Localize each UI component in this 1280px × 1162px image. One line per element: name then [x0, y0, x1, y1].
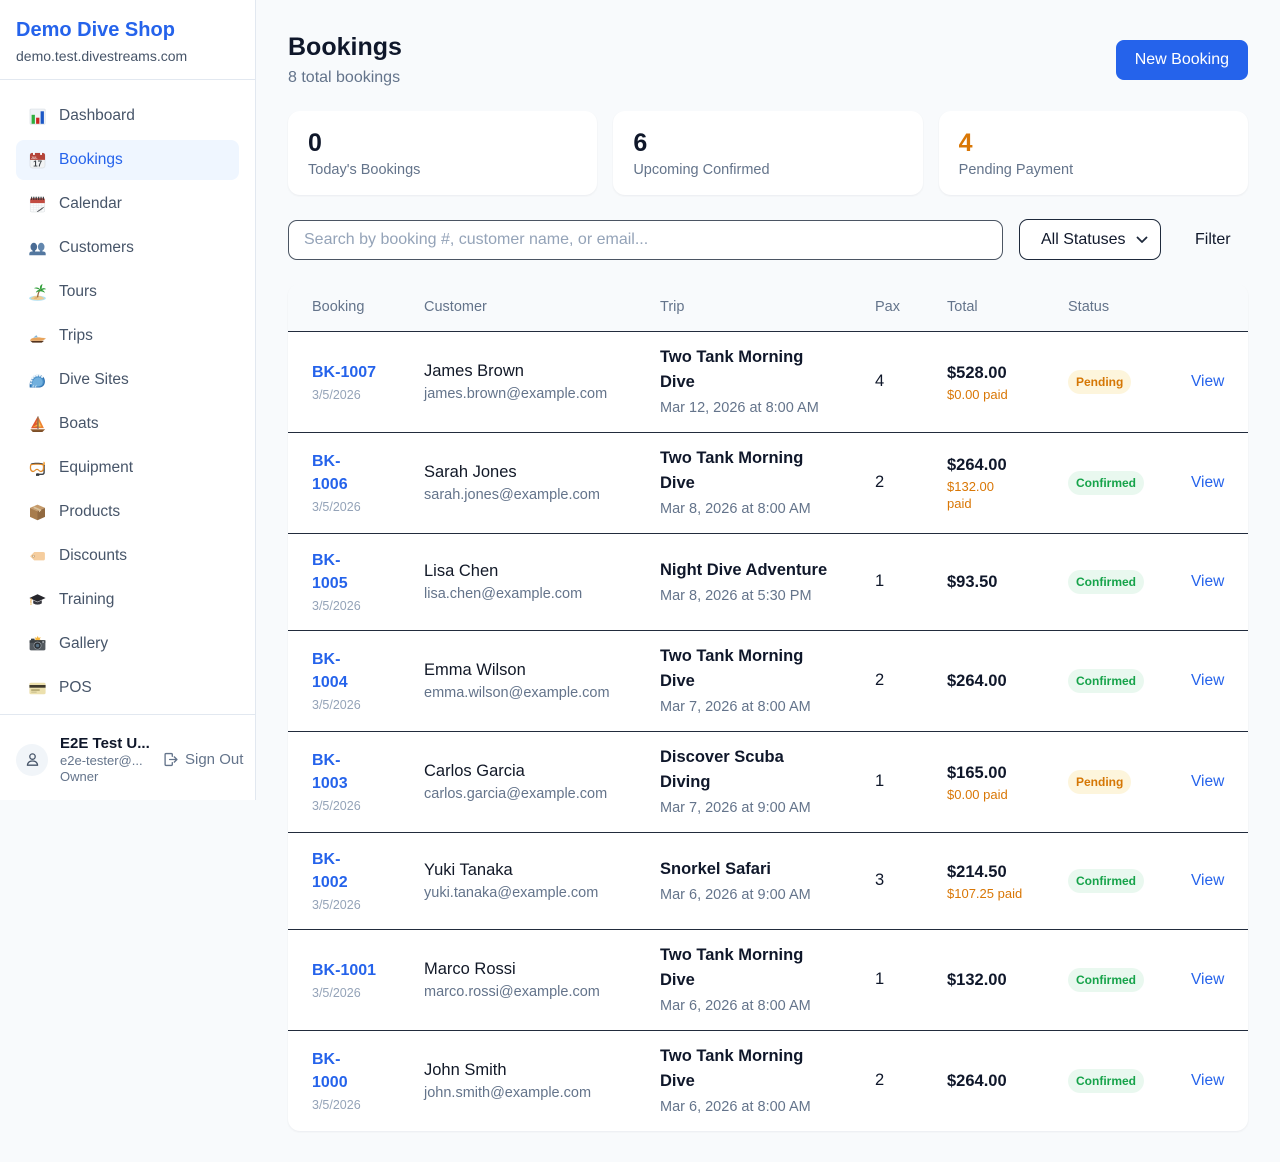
svg-text:17: 17	[33, 159, 42, 168]
svg-text:JUL: JUL	[31, 155, 37, 159]
